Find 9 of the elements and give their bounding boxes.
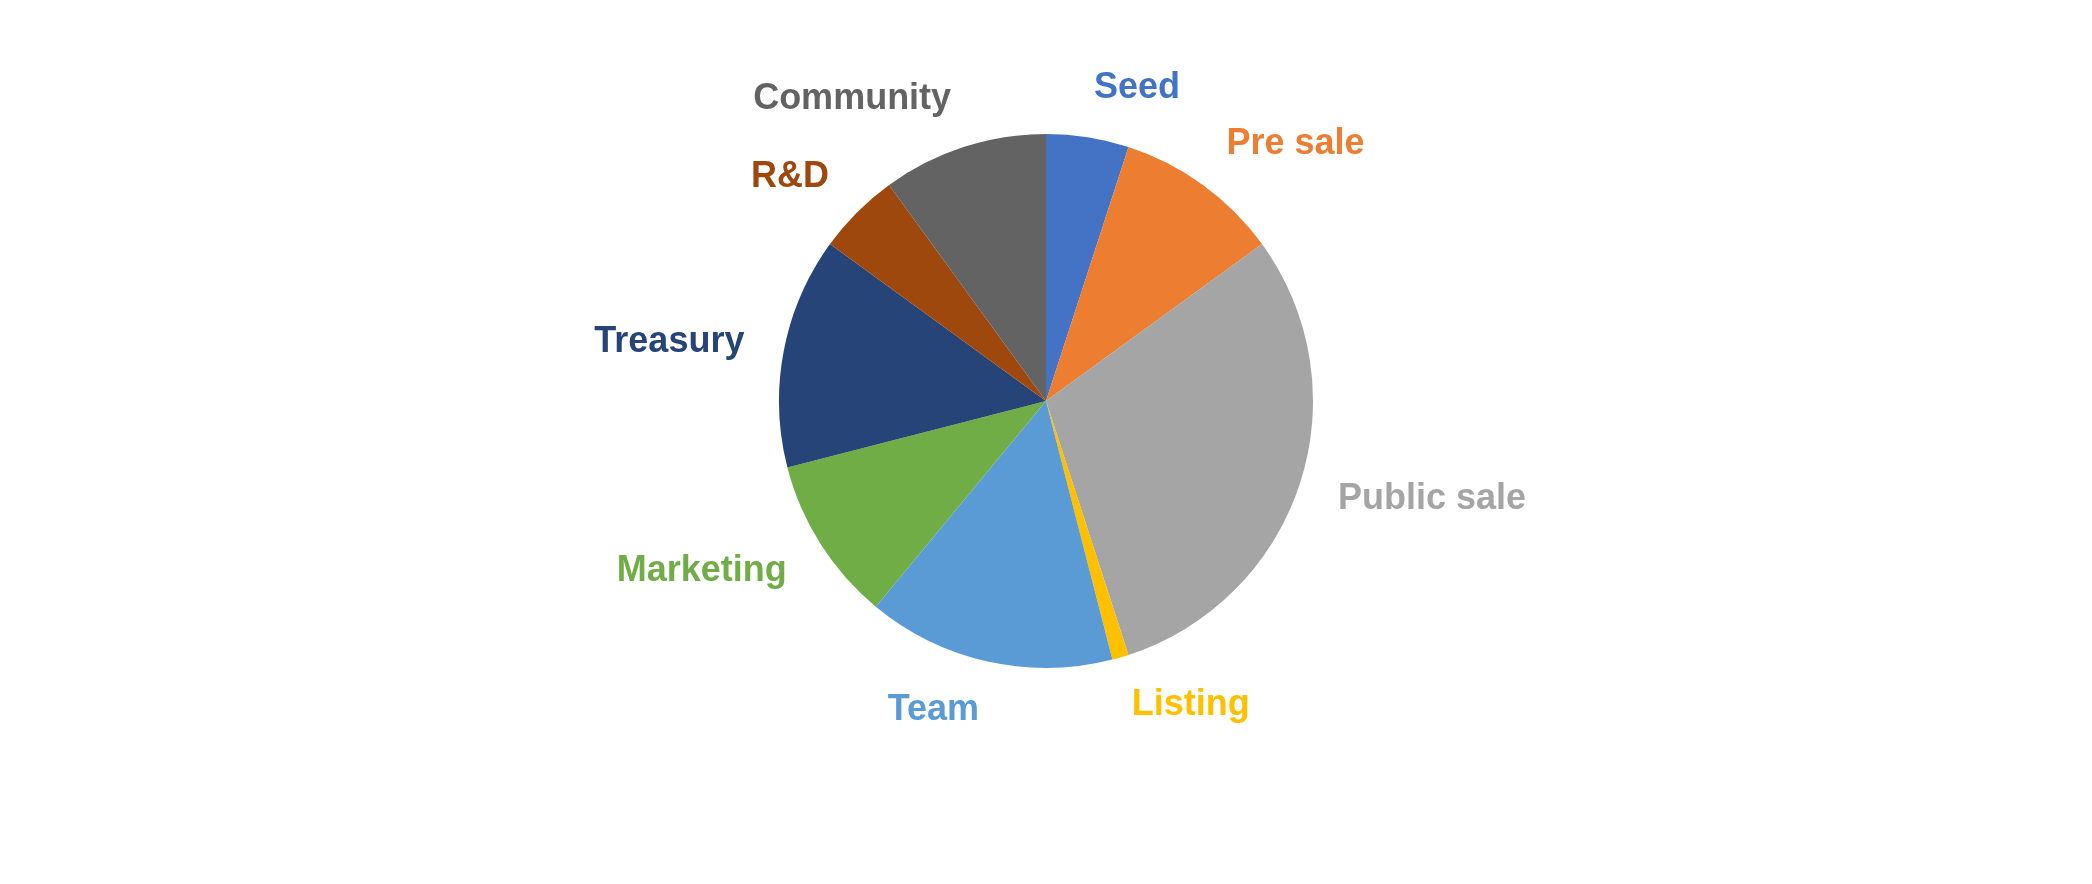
slice-label: R&D	[750, 153, 829, 195]
slice-label: Pre sale	[1226, 121, 1365, 163]
slice-label: Marketing	[616, 547, 787, 589]
slice-label: Treasury	[594, 318, 745, 360]
slice-label: Public sale	[1337, 475, 1527, 517]
slice-label: Community	[753, 76, 952, 118]
slice-label: Seed	[1094, 64, 1181, 106]
slice-label: Team	[887, 687, 980, 729]
slice-label: Listing	[1131, 682, 1250, 724]
